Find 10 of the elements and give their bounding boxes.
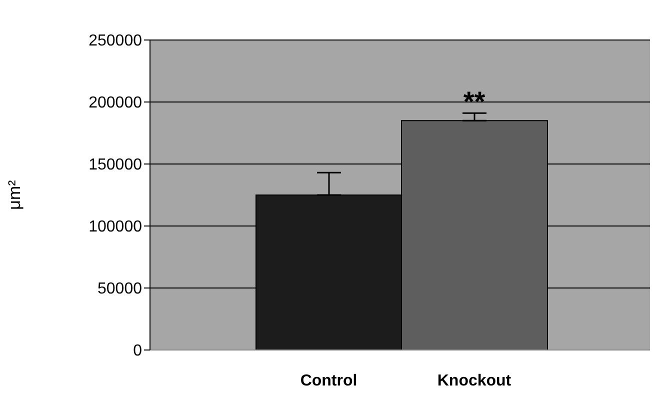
y-tick-label: 100000 xyxy=(88,218,142,236)
y-tick-label: 50000 xyxy=(98,280,142,298)
x-tick-label: Knockout xyxy=(437,372,512,390)
y-tick-label: 250000 xyxy=(88,32,142,50)
y-tick-label: 150000 xyxy=(88,156,142,174)
y-tick-label: 0 xyxy=(133,342,142,360)
y-axis-title: μm² xyxy=(5,180,24,210)
x-tick-label: Control xyxy=(300,372,358,390)
annotation: ** xyxy=(463,86,486,118)
y-tick-label: 200000 xyxy=(88,94,142,112)
